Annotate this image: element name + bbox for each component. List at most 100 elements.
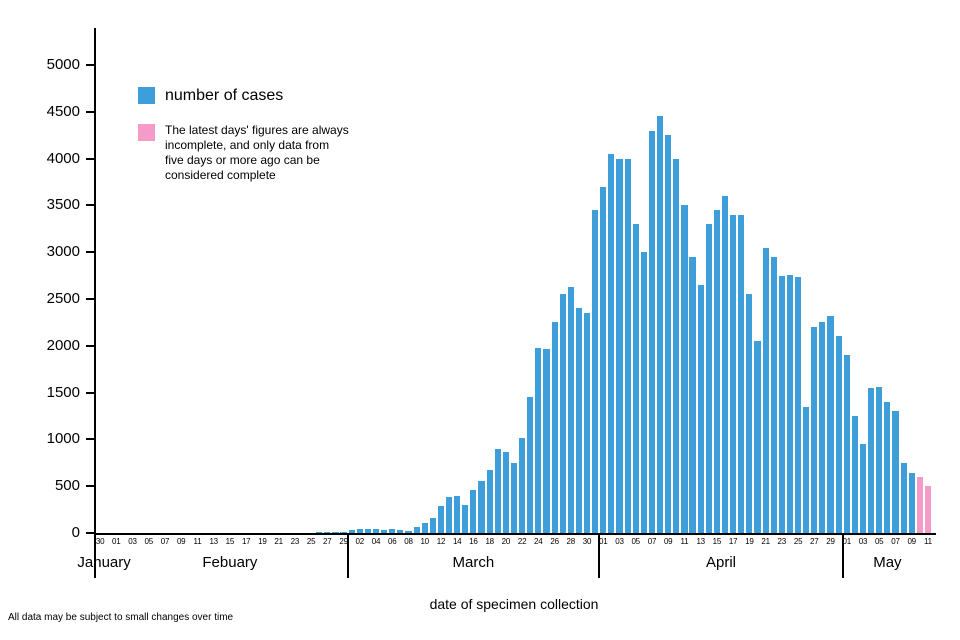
bar bbox=[892, 411, 899, 533]
bar bbox=[900, 462, 907, 533]
bar bbox=[673, 158, 680, 533]
y-tick-label: 4000 bbox=[46, 149, 80, 167]
x-tick-label: 26 bbox=[550, 537, 559, 546]
bar bbox=[470, 489, 477, 533]
bar bbox=[437, 505, 445, 533]
x-tick-label: 19 bbox=[745, 537, 754, 546]
x-tick-label: 25 bbox=[306, 537, 316, 546]
month-divider bbox=[346, 533, 349, 578]
cases-legend-swatch bbox=[138, 87, 155, 104]
bar bbox=[681, 205, 688, 533]
x-tick-label: 29 bbox=[339, 537, 348, 546]
bar bbox=[356, 529, 363, 533]
y-tick-label: 500 bbox=[54, 477, 80, 495]
x-tick-label: 23 bbox=[777, 537, 787, 546]
bar bbox=[364, 528, 371, 533]
bar bbox=[616, 158, 623, 533]
bar bbox=[559, 294, 566, 533]
cases-legend-label: number of cases bbox=[165, 87, 284, 104]
legend: number of cases The latest days' figures… bbox=[138, 86, 349, 201]
month-label: April bbox=[705, 554, 736, 571]
bar bbox=[851, 416, 858, 533]
x-tick-label: 07 bbox=[160, 537, 170, 546]
bar bbox=[372, 529, 380, 533]
x-tick-label: 05 bbox=[631, 537, 640, 546]
x-tick-label: 07 bbox=[891, 537, 900, 546]
plot-area bbox=[96, 65, 932, 533]
bar bbox=[510, 462, 518, 533]
x-tick-label: 17 bbox=[241, 537, 251, 546]
bar bbox=[811, 327, 818, 533]
bar bbox=[381, 529, 388, 533]
y-tick-label: 2500 bbox=[46, 290, 80, 307]
x-tick-label: 06 bbox=[388, 537, 397, 546]
bar bbox=[405, 530, 412, 533]
y-tick bbox=[86, 344, 94, 347]
bar bbox=[819, 322, 826, 533]
bar bbox=[908, 473, 915, 533]
incomplete-legend-swatch bbox=[138, 124, 155, 141]
bar bbox=[665, 135, 672, 533]
y-tick bbox=[86, 391, 94, 394]
x-tick-label: 30 bbox=[95, 537, 105, 546]
bar bbox=[754, 341, 761, 533]
x-tick-label: 28 bbox=[566, 537, 576, 546]
x-tick-label: 13 bbox=[209, 537, 218, 546]
bar bbox=[454, 495, 461, 533]
y-tick-label: 1000 bbox=[46, 430, 80, 448]
bar bbox=[445, 497, 453, 533]
x-axis-caption: date of specimen collection bbox=[429, 596, 599, 612]
x-tick-label: 11 bbox=[923, 537, 932, 546]
bar bbox=[608, 153, 615, 533]
x-tick-label: 27 bbox=[810, 537, 819, 546]
bar-incomplete bbox=[916, 476, 923, 533]
x-tick-label: 01 bbox=[599, 537, 608, 546]
y-tick bbox=[86, 298, 94, 300]
bar bbox=[884, 401, 891, 533]
y-tick-label: 5000 bbox=[46, 56, 80, 73]
month-label: May bbox=[873, 554, 902, 571]
bar bbox=[600, 186, 607, 533]
x-tick-label: 20 bbox=[501, 537, 511, 546]
bar bbox=[859, 444, 867, 533]
x-tick-label: 22 bbox=[517, 537, 527, 546]
x-tick-label: 07 bbox=[647, 537, 657, 546]
bar bbox=[397, 530, 404, 533]
x-tick-label: 19 bbox=[258, 537, 267, 546]
bar bbox=[786, 274, 794, 533]
month-divider bbox=[598, 533, 601, 578]
y-tick bbox=[86, 251, 94, 254]
x-tick-label: 04 bbox=[371, 537, 381, 546]
x-tick-label: 11 bbox=[680, 537, 689, 546]
bar bbox=[348, 529, 355, 533]
x-tick-label: 30 bbox=[582, 537, 592, 546]
bar bbox=[827, 315, 834, 533]
bar bbox=[762, 247, 769, 533]
bar bbox=[519, 437, 526, 533]
x-tick-label: 13 bbox=[696, 537, 705, 546]
bar bbox=[551, 322, 558, 533]
bar bbox=[730, 214, 737, 533]
x-tick-label: 27 bbox=[323, 537, 332, 546]
x-tick-label: 21 bbox=[274, 537, 283, 546]
bar bbox=[632, 224, 639, 533]
bar bbox=[689, 256, 696, 533]
bar bbox=[389, 528, 396, 533]
bar bbox=[478, 480, 485, 533]
bar bbox=[583, 313, 591, 533]
month-label: March bbox=[452, 554, 495, 571]
bar bbox=[770, 256, 777, 533]
x-tick-label: 14 bbox=[452, 537, 462, 546]
bar bbox=[535, 347, 542, 533]
bar bbox=[592, 210, 599, 533]
bar bbox=[843, 355, 850, 533]
x-tick-label: 01 bbox=[112, 537, 121, 546]
bar bbox=[803, 406, 810, 533]
bar bbox=[502, 451, 509, 533]
x-tick-label: 10 bbox=[420, 537, 429, 546]
x-tick-label: 09 bbox=[663, 537, 673, 546]
bar bbox=[316, 532, 323, 533]
y-tick bbox=[86, 485, 94, 488]
x-tick-label: 09 bbox=[907, 537, 916, 546]
